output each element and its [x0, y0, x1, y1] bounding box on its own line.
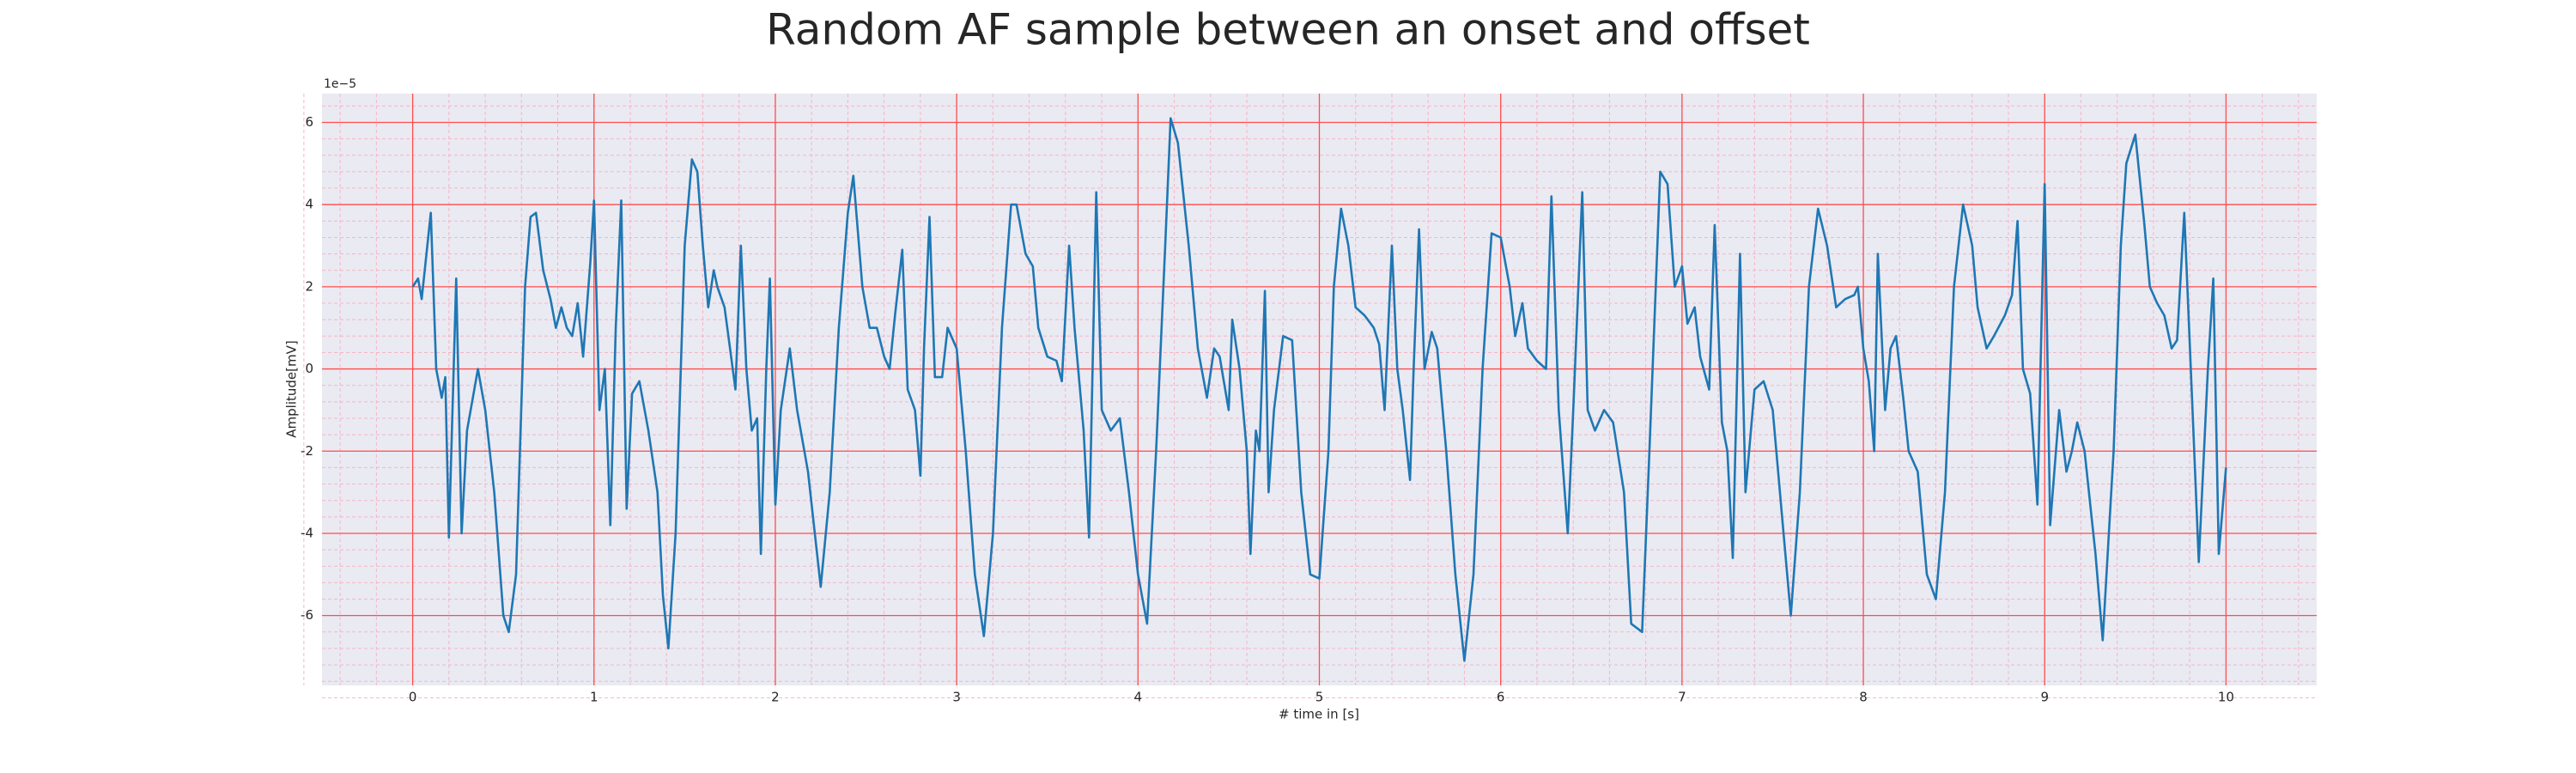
y-tick-label: -4 — [301, 525, 313, 540]
signal-line — [411, 117, 2227, 662]
y-tick-label: -2 — [301, 443, 313, 459]
y-offset-text: 1e−5 — [324, 77, 356, 91]
y-tick-label: 4 — [305, 197, 313, 212]
chart-title: Random AF sample between an onset and of… — [766, 5, 1810, 55]
x-tick-label: 9 — [2040, 690, 2049, 705]
x-tick-label: 5 — [1315, 690, 1324, 705]
x-tick-label: 3 — [952, 690, 961, 705]
x-tick-label: 10 — [2218, 690, 2234, 705]
y-tick-label: 2 — [305, 278, 313, 294]
x-tick-label: 0 — [409, 690, 417, 705]
x-tick-label: 8 — [1859, 690, 1868, 705]
x-tick-label: 2 — [771, 690, 780, 705]
x-tick-label: 7 — [1678, 690, 1686, 705]
y-tick-label: 0 — [305, 361, 313, 376]
x-tick-label: 1 — [590, 690, 598, 705]
x-tick-label: 6 — [1497, 690, 1505, 705]
x-tick-label: 4 — [1134, 690, 1143, 705]
y-tick-label: 6 — [305, 114, 313, 130]
y-tick-label: -6 — [301, 607, 313, 623]
y-axis-label: Amplitude[mV] — [284, 340, 300, 437]
x-axis-label: # time in [s] — [1279, 707, 1359, 722]
